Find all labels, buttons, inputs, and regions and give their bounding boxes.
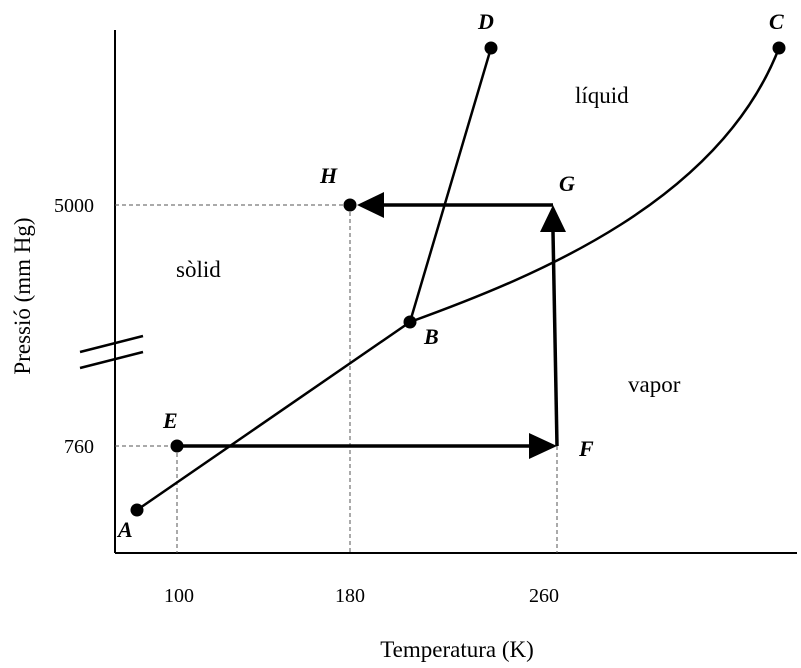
axis-break-mark: [79, 334, 144, 354]
x-tick-260: 260: [529, 585, 559, 607]
point-b: [403, 315, 417, 329]
sublimation-curve-ab: [136, 320, 411, 512]
region-label-vapor: vapor: [628, 372, 681, 397]
region-label-liquid: líquid: [575, 83, 629, 108]
region-label-solid: sòlid: [176, 257, 221, 282]
label-point-a: A: [116, 517, 133, 542]
y-axis-title: Pressió (mm Hg): [10, 217, 35, 374]
arrowhead-h: [357, 192, 384, 218]
y-tick-760: 760: [64, 436, 94, 458]
x-axis-title: Temperatura (K): [380, 637, 534, 662]
fusion-curve-bd: [408, 47, 493, 323]
arrowhead-g: [540, 205, 566, 232]
y-tick-5000: 5000: [54, 195, 94, 217]
point-c: [772, 41, 786, 55]
label-point-c: C: [769, 9, 784, 34]
x-tick-180: 180: [335, 585, 365, 607]
arrowhead-f: [529, 433, 557, 459]
point-d: [484, 41, 498, 55]
label-point-g: G: [559, 171, 575, 196]
label-point-b: B: [423, 324, 439, 349]
label-point-e: E: [162, 408, 178, 433]
label-point-f: F: [578, 436, 594, 461]
vaporization-curve-bc: [409, 47, 781, 324]
point-a: [130, 503, 144, 517]
axis-break-mark: [79, 350, 144, 370]
point-h: [343, 198, 357, 212]
point-e: [170, 439, 184, 453]
label-point-h: H: [319, 163, 338, 188]
label-point-d: D: [477, 9, 494, 34]
x-tick-100: 100: [164, 585, 194, 607]
path-f-to-g: [551, 231, 559, 447]
